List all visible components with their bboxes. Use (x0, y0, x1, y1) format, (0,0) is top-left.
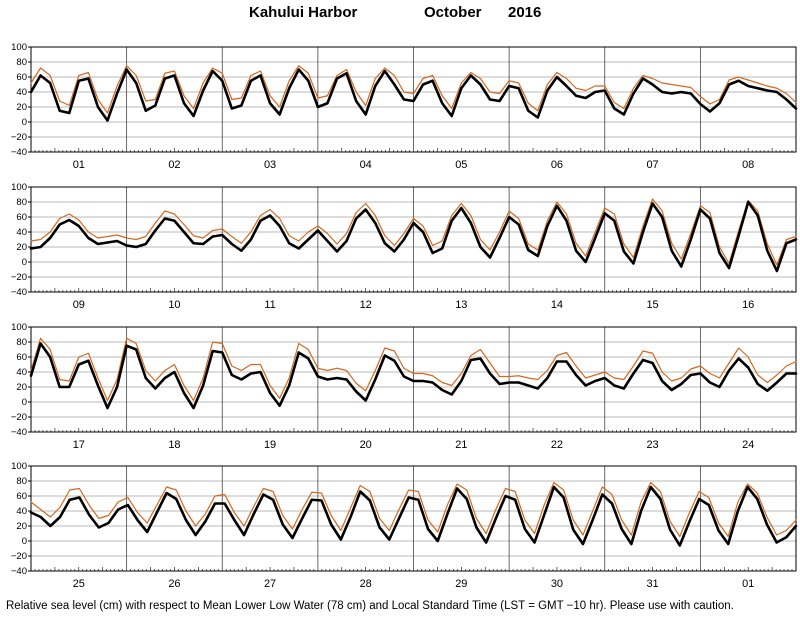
observed-sea-level-line (29, 200, 798, 273)
y-tick-label: 20 (16, 102, 27, 113)
y-tick-label: −20 (11, 132, 27, 143)
predicted-tide-line (30, 198, 797, 266)
y-tick-label: −20 (11, 272, 27, 283)
predicted-tide-line (30, 65, 797, 114)
y-tick-label: −20 (11, 412, 27, 423)
y-tick-label: 60 (16, 212, 27, 223)
y-tick-label: 20 (16, 382, 27, 393)
day-label: 03 (264, 159, 276, 171)
y-tick-label: 80 (16, 337, 27, 348)
day-label: 27 (264, 578, 276, 590)
day-label: 21 (455, 439, 467, 451)
y-tick-label: 40 (16, 367, 27, 378)
y-tick-label: 40 (16, 506, 27, 517)
y-tick-label: 20 (16, 521, 27, 532)
y-tick-label: 40 (16, 87, 27, 98)
day-label: 20 (360, 439, 372, 451)
day-label: 31 (646, 578, 658, 590)
day-label: 23 (646, 439, 658, 451)
y-tick-label: 80 (16, 57, 27, 68)
y-tick-label: −40 (11, 287, 27, 298)
observed-sea-level-line (29, 485, 798, 547)
day-label: 14 (551, 299, 563, 311)
predicted-tide-line (30, 337, 797, 402)
day-label: 10 (168, 299, 180, 311)
day-label: 22 (551, 439, 563, 451)
y-tick-label: 20 (16, 242, 27, 253)
panel-frame (30, 46, 797, 153)
day-label: 08 (742, 159, 754, 171)
day-label: 09 (73, 299, 85, 311)
predicted-tide-line (30, 481, 797, 538)
day-label: 24 (742, 439, 754, 451)
y-tick-label: 0 (22, 257, 27, 268)
day-label: 19 (264, 439, 276, 451)
y-tick-label: 0 (22, 536, 27, 547)
day-label: 25 (73, 578, 85, 590)
y-tick-label: 80 (16, 197, 27, 208)
day-label: 17 (73, 439, 85, 451)
y-tick-label: 60 (16, 491, 27, 502)
y-tick-label: 0 (22, 397, 27, 408)
title-month: October (424, 4, 482, 21)
day-label: 02 (168, 159, 180, 171)
day-label: 13 (455, 299, 467, 311)
y-tick-label: 60 (16, 72, 27, 83)
y-tick-label: 80 (16, 476, 27, 487)
day-label: 26 (168, 578, 180, 590)
y-tick-label: 100 (11, 461, 27, 472)
day-label: 06 (551, 159, 563, 171)
y-tick-label: −40 (11, 147, 27, 158)
y-tick-label: 100 (11, 322, 27, 333)
day-label: 15 (646, 299, 658, 311)
day-label: 01 (73, 159, 85, 171)
y-tick-label: −40 (11, 427, 27, 438)
y-tick-label: 100 (11, 182, 27, 193)
panel-frame (30, 465, 797, 572)
day-label: 11 (264, 299, 275, 311)
y-tick-label: −40 (11, 566, 27, 577)
y-tick-label: 60 (16, 352, 27, 363)
day-label: 04 (360, 159, 372, 171)
day-label: 30 (551, 578, 563, 590)
observed-sea-level-line (29, 68, 798, 122)
day-label: 16 (742, 299, 754, 311)
y-tick-label: −20 (11, 551, 27, 562)
chart-title: Kahului Harbor October 2016 (0, 4, 800, 26)
panel-frame (30, 326, 797, 433)
day-label: 12 (360, 299, 372, 311)
day-label: 05 (455, 159, 467, 171)
day-label: 28 (360, 578, 372, 590)
title-station: Kahului Harbor (249, 4, 358, 21)
day-label: 18 (168, 439, 180, 451)
day-label: 29 (455, 578, 467, 590)
y-tick-label: 40 (16, 227, 27, 238)
caption: Relative sea level (cm) with respect to … (6, 600, 734, 612)
y-tick-label: 0 (22, 117, 27, 128)
observed-sea-level-line (29, 342, 798, 410)
y-tick-label: 100 (11, 42, 27, 53)
title-year: 2016 (508, 4, 542, 21)
day-label: 01 (742, 578, 754, 590)
day-label: 07 (646, 159, 658, 171)
